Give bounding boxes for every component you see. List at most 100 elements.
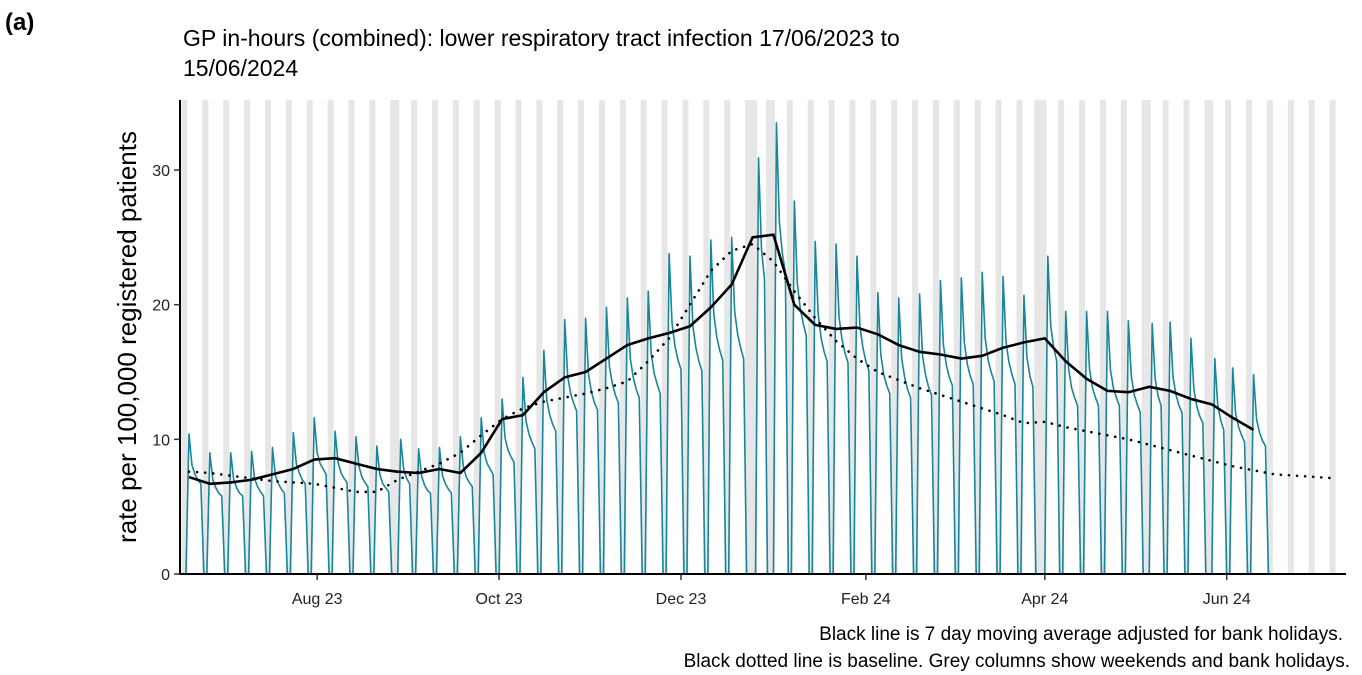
weekend-column [1266,100,1270,574]
weekend-column [264,100,268,574]
weekend-column [1183,100,1187,574]
weekend-column [515,100,519,574]
weekend-column [181,100,185,574]
weekend-column [1141,100,1145,574]
holiday-column [1210,100,1214,574]
x-tick-label: Oct 23 [476,591,523,608]
weekend-column [205,100,209,574]
weekend-column [1311,100,1315,574]
weekend-column [581,100,585,574]
weekend-column [223,100,227,574]
weekend-column [894,100,898,574]
weekend-column [849,100,853,574]
chart-title: 15/06/2024 [183,55,298,81]
weekend-column [536,100,540,574]
weekend-column [745,100,749,574]
weekend-column [309,100,313,574]
weekend-column [497,100,501,574]
weekend-column [619,100,623,574]
weekend-column [935,100,939,574]
weekend-column [622,100,626,574]
weekend-column [870,100,874,574]
shading-layer [181,100,1336,574]
weekend-column [452,100,456,574]
weekend-column [244,100,248,574]
weekend-column [831,100,835,574]
weekend-column [1016,100,1020,574]
weekend-column [706,100,710,574]
weekend-column [372,100,376,574]
y-axis-label: rate per 100,000 registered patients [112,131,142,543]
weekend-column [664,100,668,574]
weekend-column [828,100,832,574]
weekend-column [768,100,772,574]
weekend-column [369,100,373,574]
weekend-column [1329,100,1333,574]
weekend-column [974,100,978,574]
weekend-column [348,100,352,574]
weekend-column [1144,100,1148,574]
weekend-column [1207,100,1211,574]
line-layer [182,122,1339,574]
weekend-column [267,100,271,574]
weekend-column [1287,100,1291,574]
weekend-column [414,100,418,574]
weekend-column [390,100,394,574]
weekend-column [434,100,438,574]
weekend-column [915,100,919,574]
weekend-column [724,100,728,574]
weekend-column [789,100,793,574]
weekend-column [1082,100,1086,574]
weekend-column [998,100,1002,574]
holiday-column [1043,100,1047,574]
holiday-column [751,100,755,574]
weekend-column [661,100,665,574]
weekend-column [640,100,644,574]
weekend-column [1249,100,1253,574]
weekend-column [912,100,916,574]
weekend-column [810,100,814,574]
y-tick-label: 20 [152,298,170,315]
weekend-column [873,100,877,574]
weekend-column [557,100,561,574]
holiday-column [1147,100,1151,574]
weekend-column [1165,100,1169,574]
x-tick-label: Aug 23 [292,591,343,608]
weekend-column [643,100,647,574]
weekend-column [431,100,435,574]
weekend-column [852,100,856,574]
weekend-column [1225,100,1229,574]
x-tick-label: Dec 23 [656,591,707,608]
weekend-column [285,100,289,574]
weekend-column [748,100,752,574]
weekend-column [306,100,310,574]
weekend-column [1120,100,1124,574]
weekend-column [977,100,981,574]
weekend-column [703,100,707,574]
weekend-column [1162,100,1166,574]
weekend-column [184,100,188,574]
weekend-column [327,100,331,574]
y-tick-label: 30 [152,163,170,180]
weekend-column [1186,100,1190,574]
weekend-column [1204,100,1208,574]
note: Black dotted line is baseline. Grey colu… [684,651,1350,672]
weekend-column [891,100,895,574]
weekend-column [598,100,602,574]
weekend-column [578,100,582,574]
weekend-column [685,100,689,574]
y-tick-label: 10 [152,432,170,449]
x-tick-label: Feb 24 [841,591,891,608]
weekend-column [518,100,522,574]
weekend-column [247,100,251,574]
y-tick-label: 0 [161,567,170,584]
weekend-column [1123,100,1127,574]
weekend-column [956,100,960,574]
holiday-column [754,100,758,574]
weekend-column [1102,100,1106,574]
note: Black line is 7 day moving average adjus… [819,624,1343,645]
weekend-column [953,100,957,574]
weekend-column [601,100,605,574]
weekend-column [682,100,686,574]
